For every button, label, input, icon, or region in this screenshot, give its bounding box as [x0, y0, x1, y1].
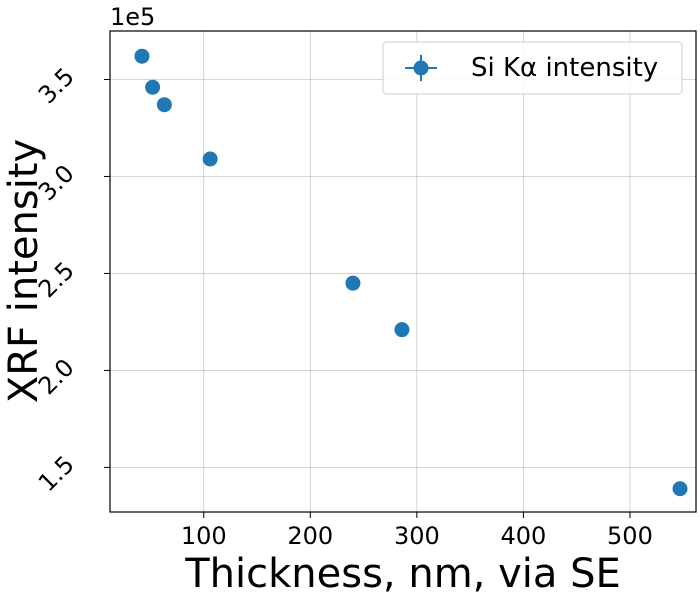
data-point — [156, 97, 172, 113]
data-point — [394, 322, 410, 338]
x-tick-label: 300 — [394, 522, 440, 550]
data-point — [145, 79, 161, 95]
x-tick-label: 500 — [607, 522, 653, 550]
data-point — [345, 275, 361, 291]
x-tick-label: 400 — [500, 522, 546, 550]
legend-box — [382, 41, 683, 95]
y-axis-title: XRF intensity — [1, 139, 47, 403]
y-axis-offset-label: 1e5 — [110, 3, 155, 31]
legend-marker-icon — [405, 55, 437, 81]
x-tick-label: 200 — [287, 522, 333, 550]
legend: Si Kα intensity — [382, 41, 683, 95]
data-point — [134, 48, 150, 64]
legend-label: Si Kα intensity — [471, 53, 658, 83]
grid-lines — [110, 31, 696, 512]
data-points — [134, 48, 688, 497]
x-tick-label: 100 — [181, 522, 227, 550]
y-tick-label: 3.5 — [33, 62, 80, 109]
data-point — [202, 151, 218, 167]
y-tick-label: 1.5 — [33, 450, 80, 497]
x-axis-title: Thickness, nm, via SE — [184, 551, 621, 597]
plot-area-frame — [109, 30, 697, 513]
data-point — [672, 481, 688, 497]
